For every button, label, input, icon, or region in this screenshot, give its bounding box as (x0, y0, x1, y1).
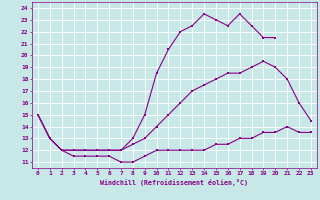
X-axis label: Windchill (Refroidissement éolien,°C): Windchill (Refroidissement éolien,°C) (100, 179, 248, 186)
